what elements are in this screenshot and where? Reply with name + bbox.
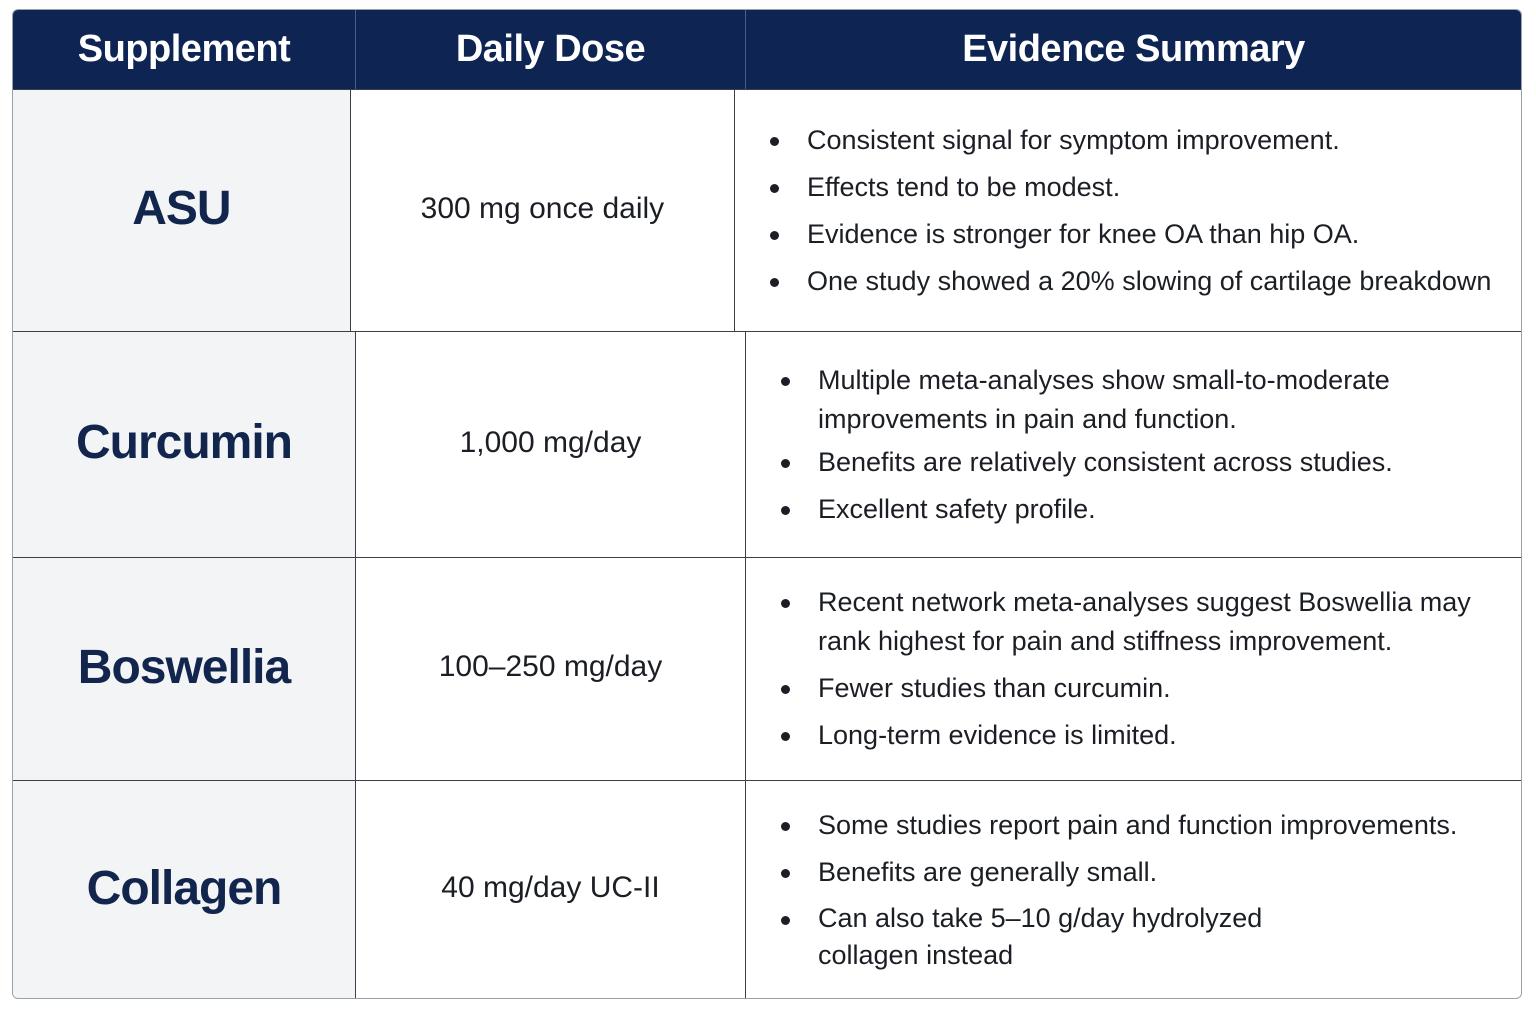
evidence-list: Consistent signal for symptom improvemen… xyxy=(770,121,1507,301)
evidence-list: Multiple meta-analyses show small-to-mod… xyxy=(781,361,1478,529)
evidence-item: One study showed a 20% slowing of cartil… xyxy=(770,262,1507,301)
daily-dose: 40 mg/day UC-II xyxy=(356,781,746,998)
table-row: Boswellia 100–250 mg/day Recent network … xyxy=(13,557,1521,780)
table-row: Curcumin 1,000 mg/day Multiple meta-anal… xyxy=(13,331,1521,557)
daily-dose: 300 mg once daily xyxy=(351,90,735,331)
table-header: Supplement Daily Dose Evidence Summary xyxy=(13,10,1521,89)
evidence-item: Long-term evidence is limited. xyxy=(781,716,1418,755)
evidence-item: Fewer studies than curcumin. xyxy=(781,669,1418,708)
evidence-summary: Recent network meta-analyses suggest Bos… xyxy=(746,558,1521,780)
evidence-item: Benefits are relatively consistent acros… xyxy=(781,443,1478,482)
evidence-item: Can also take 5–10 g/day hydrolyzed coll… xyxy=(781,900,1288,974)
supplement-name: Curcumin xyxy=(13,332,356,557)
evidence-item: Multiple meta-analyses show small-to-mod… xyxy=(781,361,1418,439)
evidence-item: Benefits are generally small. xyxy=(781,853,1418,892)
evidence-list: Some studies report pain and function im… xyxy=(781,806,1498,974)
evidence-item: Recent network meta-analyses suggest Bos… xyxy=(781,583,1488,661)
supplement-table: Supplement Daily Dose Evidence Summary A… xyxy=(12,9,1522,999)
evidence-item: Consistent signal for symptom improvemen… xyxy=(770,121,1407,160)
daily-dose: 100–250 mg/day xyxy=(356,558,746,780)
evidence-list: Recent network meta-analyses suggest Bos… xyxy=(781,583,1488,755)
evidence-item: Effects tend to be modest. xyxy=(770,168,1407,207)
supplement-name: Boswellia xyxy=(13,558,356,780)
table-row: Collagen 40 mg/day UC-II Some studies re… xyxy=(13,780,1521,998)
header-supplement: Supplement xyxy=(13,10,356,89)
evidence-summary: Consistent signal for symptom improvemen… xyxy=(735,90,1521,331)
evidence-summary: Multiple meta-analyses show small-to-mod… xyxy=(746,332,1521,557)
header-daily-dose: Daily Dose xyxy=(356,10,746,89)
evidence-summary: Some studies report pain and function im… xyxy=(746,781,1521,998)
header-evidence-summary: Evidence Summary xyxy=(962,28,1305,70)
evidence-item: Some studies report pain and function im… xyxy=(781,806,1498,845)
supplement-name: ASU xyxy=(13,90,351,331)
supplement-name: Collagen xyxy=(13,781,356,998)
daily-dose: 1,000 mg/day xyxy=(356,332,746,557)
table-row: ASU 300 mg once daily Consistent signal … xyxy=(13,89,1521,331)
evidence-item: Evidence is stronger for knee OA than hi… xyxy=(770,215,1407,254)
evidence-item: Excellent safety profile. xyxy=(781,490,1418,529)
